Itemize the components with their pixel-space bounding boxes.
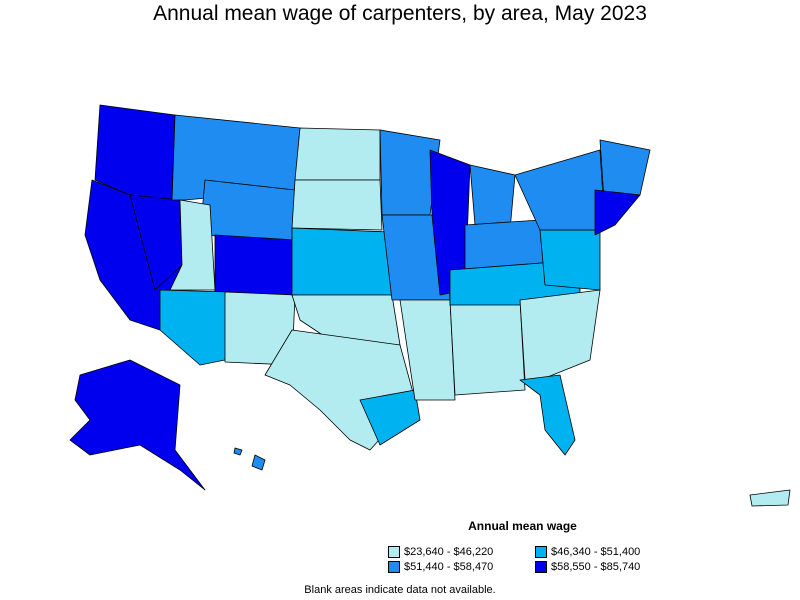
region-boston-nyc <box>594 189 641 236</box>
region-arkansas-louisiana <box>399 299 456 401</box>
region-texas-gulf <box>359 389 421 446</box>
footnote: Blank areas indicate data not available. <box>304 584 496 596</box>
region-puerto-rico <box>749 489 791 507</box>
region-hawaii-2 <box>233 447 243 456</box>
map-title: Annual mean wage of carpenters, by area,… <box>153 2 647 25</box>
region-colorado <box>214 234 296 296</box>
legend-item-4: $58,550 - $85,740 <box>535 560 640 574</box>
legend-label-1: $23,640 - $46,220 <box>404 546 494 558</box>
legend-swatch-1 <box>388 546 400 558</box>
region-florida <box>519 374 576 456</box>
legend-item-2: $46,340 - $51,400 <box>535 545 640 559</box>
region-nebraska-kansas <box>291 227 393 296</box>
legend-title: Annual mean wage <box>468 519 577 533</box>
legend-item-1: $23,640 - $46,220 <box>388 545 493 559</box>
region-wyoming <box>199 179 296 241</box>
region-south-dakota <box>291 179 383 231</box>
legend-label-2: $46,340 - $51,400 <box>551 546 641 558</box>
region-hawaii <box>251 454 266 471</box>
region-arizona <box>159 289 231 366</box>
region-pennsylvania-ny <box>514 149 606 231</box>
legend-swatch-3 <box>388 561 400 573</box>
legend-label-3: $51,440 - $58,470 <box>404 561 494 573</box>
region-mississippi-alabama <box>449 299 526 396</box>
region-georgia-carolinas <box>519 289 601 381</box>
legend-swatch-4 <box>535 561 547 573</box>
region-alaska <box>69 359 206 491</box>
region-utah <box>169 199 216 291</box>
legend-item-3: $51,440 - $58,470 <box>388 560 493 574</box>
legend-swatch-2 <box>535 546 547 558</box>
legend-label-4: $58,550 - $85,740 <box>551 561 641 573</box>
region-michigan <box>469 164 516 231</box>
region-virginia <box>539 229 601 291</box>
region-north-dakota <box>294 127 381 181</box>
